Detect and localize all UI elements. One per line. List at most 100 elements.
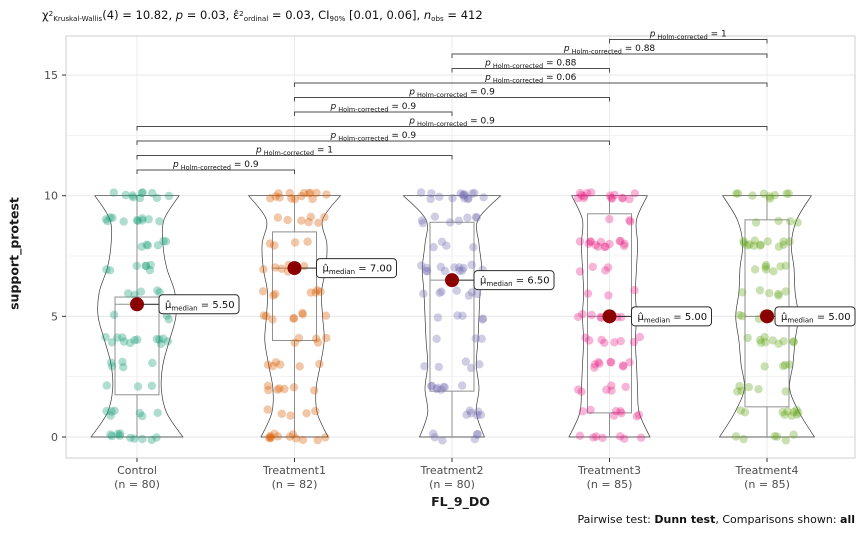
median-point	[287, 261, 302, 276]
data-point	[308, 194, 317, 204]
data-point	[610, 338, 619, 347]
data-point	[277, 264, 286, 273]
data-point	[789, 337, 798, 347]
data-point	[322, 333, 331, 343]
stat-seg3: = 0.03, CI	[268, 8, 330, 22]
caption-shown: all	[840, 513, 855, 526]
data-point	[626, 217, 635, 226]
epsilon-symbol: ε̂	[232, 8, 240, 22]
data-point	[144, 215, 153, 224]
data-point	[772, 432, 782, 441]
box-plot	[114, 296, 160, 396]
y-tick-label: 0	[51, 431, 58, 444]
data-point	[781, 436, 790, 445]
data-point	[605, 191, 615, 200]
data-point	[119, 363, 128, 372]
data-point	[304, 217, 313, 227]
data-point	[473, 289, 482, 299]
data-point	[261, 311, 271, 321]
data-point	[266, 431, 275, 441]
data-point	[761, 262, 770, 271]
data-point	[277, 409, 286, 418]
data-point	[470, 435, 479, 444]
data-point	[604, 291, 613, 300]
data-point	[586, 405, 595, 415]
data-point	[632, 412, 642, 421]
data-point	[164, 191, 174, 201]
caption: Pairwise test: Dunn test, Comparisons sh…	[578, 513, 855, 526]
data-point	[133, 382, 143, 391]
median-label: μ̂median = 7.00	[323, 263, 393, 277]
x-tick-label: Treatment4	[735, 464, 799, 477]
data-point	[106, 213, 115, 222]
data-point	[756, 335, 765, 345]
median-label-box	[158, 294, 240, 315]
comparison-bracket	[136, 126, 768, 131]
n-sub: obs	[431, 14, 444, 24]
data-point	[289, 314, 299, 323]
median-layer: μ̂median = 5.50 μ̂median = 7.00 μ̂median =…	[130, 258, 856, 327]
data-point	[427, 381, 436, 391]
data-point	[147, 435, 156, 445]
data-point	[577, 387, 586, 396]
caption-test-name: Dunn test	[654, 513, 716, 526]
data-point	[161, 237, 171, 246]
data-point	[146, 260, 155, 270]
data-point	[743, 333, 752, 343]
data-point	[755, 286, 765, 295]
data-point	[607, 193, 616, 203]
data-point	[609, 411, 619, 420]
data-point	[779, 237, 788, 246]
data-point	[313, 435, 322, 445]
bracket-p-label: p Holm-corrected = 1	[649, 30, 727, 42]
data-point	[156, 339, 166, 349]
y-tick-label: 5	[51, 310, 58, 323]
data-point	[469, 243, 478, 252]
data-point	[454, 263, 464, 272]
comparison-bracket	[136, 140, 610, 145]
data-point	[619, 241, 629, 251]
data-point	[460, 191, 469, 200]
data-point	[264, 433, 274, 442]
ci-sub: 90%	[329, 14, 346, 24]
median-point	[130, 297, 144, 312]
data-point	[440, 266, 450, 276]
comparison-bracket	[136, 155, 453, 160]
data-point	[322, 190, 331, 199]
data-point	[780, 410, 789, 419]
data-point	[731, 432, 741, 441]
data-point	[138, 216, 147, 225]
data-point	[776, 262, 785, 271]
data-point	[594, 358, 603, 367]
median-label-box	[473, 270, 555, 291]
data-point	[464, 291, 474, 300]
data-point	[303, 237, 312, 246]
data-point	[306, 288, 315, 297]
box-plot	[429, 221, 475, 392]
data-point	[137, 188, 146, 198]
data-point	[477, 334, 486, 343]
data-point	[155, 335, 164, 344]
data-point	[130, 434, 139, 443]
data-point	[756, 240, 765, 249]
data-point	[437, 287, 446, 296]
violin-layer	[90, 195, 816, 438]
data-point	[618, 193, 627, 202]
data-point	[467, 260, 476, 270]
violin-outline	[402, 195, 502, 438]
data-point	[607, 386, 616, 395]
data-point	[437, 237, 447, 246]
data-point	[432, 334, 441, 343]
data-point	[287, 194, 296, 203]
data-point	[616, 336, 625, 346]
data-point	[116, 429, 125, 438]
data-point	[761, 338, 770, 347]
data-point	[434, 362, 443, 372]
data-point	[774, 291, 783, 300]
data-point	[608, 194, 617, 203]
data-point	[108, 213, 117, 223]
data-point	[760, 332, 769, 342]
data-point	[479, 193, 488, 202]
data-point	[739, 239, 748, 248]
